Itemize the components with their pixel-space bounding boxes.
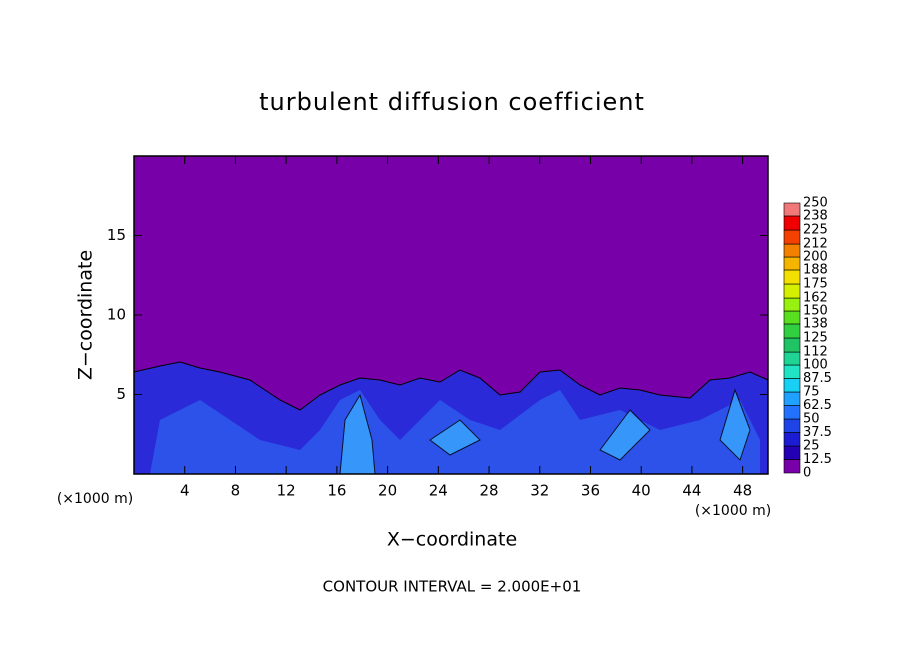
- colorbar-label: 175: [803, 277, 828, 292]
- colorbar-swatch: [783, 405, 801, 420]
- y-tick-label: 5: [116, 385, 126, 403]
- x-tick-label: 4: [180, 482, 190, 500]
- colorbar-label: 75: [803, 385, 820, 400]
- colorbar-swatch: [783, 378, 801, 393]
- colorbar-label: 162: [803, 291, 828, 306]
- colorbar-label: 250: [803, 196, 828, 211]
- x-tick-label: 28: [479, 482, 498, 500]
- colorbar-label: 200: [803, 250, 828, 265]
- x-tick-label: 12: [277, 482, 296, 500]
- x-tick-label: 20: [378, 482, 397, 500]
- x-tick-label: 36: [581, 482, 600, 500]
- colorbar-swatch: [783, 459, 801, 474]
- colorbar-label: 150: [803, 304, 828, 319]
- colorbar-swatch: [783, 283, 801, 299]
- colorbar-swatch: [783, 391, 801, 406]
- x-unit-label: (×1000 m): [695, 503, 771, 519]
- colorbar-label: 50: [803, 412, 820, 427]
- colorbar-label: 188: [803, 262, 828, 277]
- colorbar-swatch: [783, 256, 801, 271]
- x-unit-label: (×1000 m): [57, 491, 133, 507]
- colorbar-swatch: [783, 351, 801, 366]
- colorbar-label: 25: [803, 439, 820, 454]
- contour-field: [133, 156, 769, 475]
- colorbar-label: 62.5: [803, 398, 832, 413]
- y-tick-label: 15: [107, 226, 126, 244]
- colorbar-swatch: [783, 243, 801, 258]
- x-tick-label: 48: [733, 482, 752, 500]
- chart-title: turbulent diffusion coefficient: [259, 88, 645, 116]
- colorbar-label: 238: [803, 208, 828, 223]
- colorbar-label: 87.5: [803, 371, 832, 386]
- x-tick-label: 8: [231, 482, 241, 500]
- colorbar-label: 112: [803, 345, 828, 360]
- x-axis-label: X−coordinate: [387, 529, 517, 551]
- colorbar-swatch: [783, 215, 801, 231]
- colorbar-swatch: [783, 364, 801, 379]
- colorbar-swatch: [783, 418, 801, 433]
- colorbar-swatch: [783, 337, 801, 353]
- colorbar-label: 12.5: [803, 452, 832, 467]
- colorbar-swatch: [783, 202, 801, 217]
- y-axis-label: Z−coordinate: [75, 250, 97, 380]
- x-tick-label: 40: [632, 482, 651, 500]
- colorbar-swatch: [783, 297, 801, 312]
- colorbar-label: 37.5: [803, 425, 832, 440]
- field-region: [339, 388, 751, 475]
- colorbar-label: 100: [803, 358, 828, 373]
- colorbar-label: 138: [803, 316, 828, 331]
- y-tick-label: 10: [107, 306, 126, 324]
- footnote: CONTOUR INTERVAL = 2.000E+01: [323, 578, 582, 596]
- x-tick-label: 16: [327, 482, 346, 500]
- colorbar-swatch: [783, 269, 801, 285]
- colorbar-swatch: [783, 323, 801, 339]
- colorbar-label: 225: [803, 223, 828, 238]
- colorbar-swatch: [783, 445, 801, 460]
- colorbar-label: 0: [803, 466, 811, 481]
- colorbar-label: 212: [803, 237, 828, 252]
- colorbar-label: 125: [803, 331, 828, 346]
- colorbar-swatch: [783, 229, 801, 245]
- colorbar-swatch: [783, 310, 801, 325]
- x-tick-label: 24: [429, 482, 448, 500]
- x-tick-label: 32: [530, 482, 549, 500]
- colorbar-swatch: [783, 432, 801, 447]
- x-tick-label: 44: [682, 482, 701, 500]
